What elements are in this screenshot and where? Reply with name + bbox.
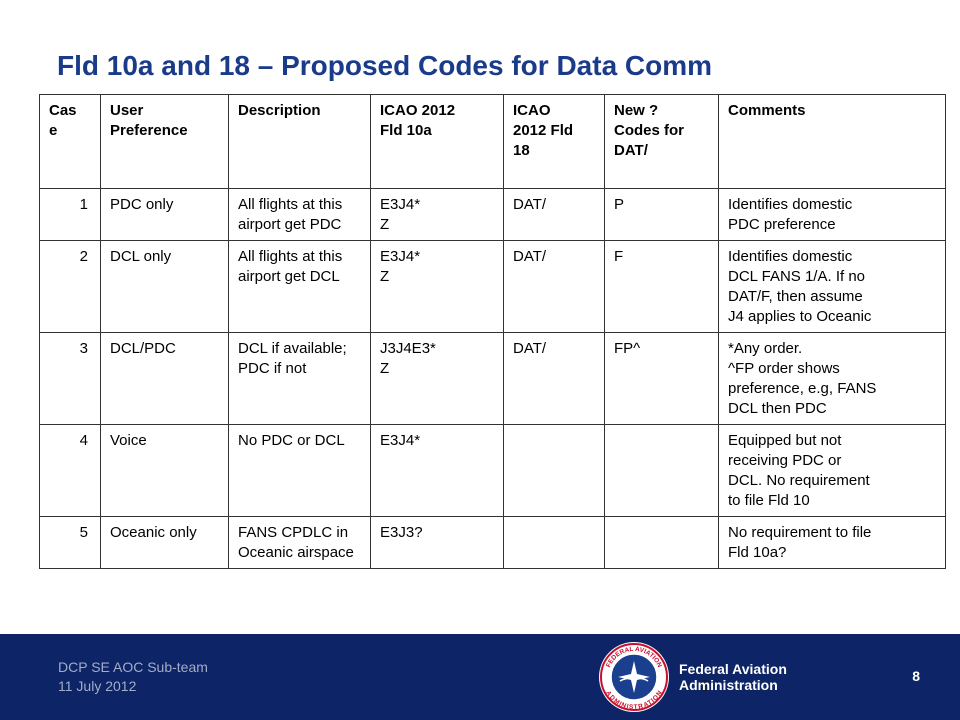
cell-description: No PDC or DCL (228, 424, 371, 517)
cell-comments: Equipped but not receiving PDC or DCL. No … (718, 424, 946, 517)
agency-name-line-2: Administration (679, 677, 778, 693)
footer-team: DCP SE AOC Sub-team (58, 659, 208, 675)
cell-comments: *Any order. ^FP order shows preference, e.… (718, 332, 946, 425)
header-new-codes: New ? Codes for DAT/ (604, 94, 719, 189)
footer-date: 11 July 2012 (58, 678, 137, 694)
cell-description: All flights at this airport get DCL (228, 240, 371, 333)
header-icao-fld-18: ICAO 2012 Fld 18 (503, 94, 605, 189)
cell-icao-fld-18: DAT/ (503, 240, 605, 333)
cell-icao-fld-18: DAT/ (503, 188, 605, 241)
ghost-page-number: 8 (700, 678, 709, 695)
cell-user-preference: DCL only (100, 240, 229, 333)
cell-icao-fld-10a: E3J4* Z (370, 188, 504, 241)
cell-new-codes (604, 424, 719, 517)
cell-new-codes (604, 516, 719, 569)
table-header-row: Cas e User Preference Description ICAO 201… (39, 94, 946, 189)
faa-seal-icon: FEDERAL AVIATION ADMINISTRATION (599, 642, 669, 712)
cell-new-codes: P (604, 188, 719, 241)
cell-icao-fld-10a: E3J4* Z (370, 240, 504, 333)
header-description: Description (228, 94, 371, 189)
table-body: 1 PDC only All flights at this airport get … (39, 188, 946, 569)
codes-table: Cas e User Preference Description ICAO 201… (39, 94, 946, 569)
cell-icao-fld-18 (503, 516, 605, 569)
cell-description: FANS CPDLC in Oceanic airspace (228, 516, 371, 569)
cell-case: 2 (39, 240, 101, 333)
cell-icao-fld-18: DAT/ (503, 332, 605, 425)
table-row: 1 PDC only All flights at this airport get … (39, 188, 946, 241)
cell-user-preference: Oceanic only (100, 516, 229, 569)
footer-band: DCP SE AOC Sub-team 11 July 2012 FEDERAL… (0, 634, 960, 720)
slide-title: Fld 10a and 18 – Proposed Codes for Data… (57, 50, 713, 81)
cell-icao-fld-10a: J3J4E3* Z (370, 332, 504, 425)
page-number: 8 (912, 668, 920, 684)
cell-comments: Identifies domestic DCL FANS 1/A. If no DA… (718, 240, 946, 333)
header-icao-fld-10a: ICAO 2012 Fld 10a (370, 94, 504, 189)
header-user-preference: User Preference (100, 94, 229, 189)
table-row: 3 DCL/PDC DCL if available; PDC if not J3J4E… (39, 332, 946, 425)
header-case: Cas e (39, 94, 101, 189)
table-row: 4 Voice No PDC or DCL E3J4* Equipped but not… (39, 424, 946, 517)
cell-case: 5 (39, 516, 101, 569)
cell-user-preference: DCL/PDC (100, 332, 229, 425)
cell-case: 1 (39, 188, 101, 241)
cell-user-preference: PDC only (100, 188, 229, 241)
cell-new-codes: FP^ (604, 332, 719, 425)
cell-icao-fld-10a: E3J3? (370, 516, 504, 569)
cell-description: DCL if available; PDC if not (228, 332, 371, 425)
cell-description: All flights at this airport get PDC (228, 188, 371, 241)
cell-case: 4 (39, 424, 101, 517)
table-row: 5 Oceanic only FANS CPDLC in Oceanic airspa… (39, 516, 946, 569)
cell-new-codes: F (604, 240, 719, 333)
cell-case: 3 (39, 332, 101, 425)
cell-user-preference: Voice (100, 424, 229, 517)
cell-icao-fld-10a: E3J4* (370, 424, 504, 517)
cell-comments: No requirement to file Fld 10a? (718, 516, 946, 569)
cell-comments: Identifies domestic PDC preference (718, 188, 946, 241)
cell-icao-fld-18 (503, 424, 605, 517)
header-comments: Comments (718, 94, 946, 189)
table-row: 2 DCL only All flights at this airport get … (39, 240, 946, 333)
agency-name-line-1: Federal Aviation (679, 661, 787, 677)
